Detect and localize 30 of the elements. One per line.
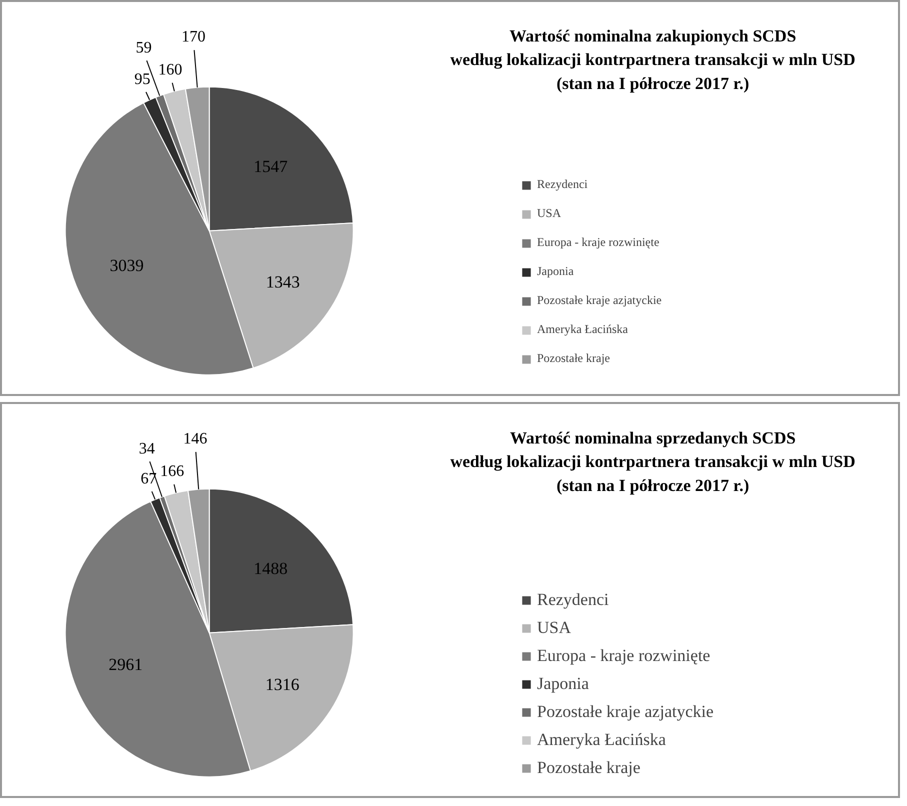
- legend-label: Europa - kraje rozwinięte: [537, 235, 660, 250]
- data-label: 3039: [110, 256, 144, 276]
- data-label: 170: [181, 28, 206, 46]
- legend-label: Pozostałe kraje: [537, 351, 610, 366]
- data-label: 1488: [254, 558, 288, 578]
- data-label: 146: [183, 430, 208, 448]
- text: Wartość nominalna zakupionych SCDS według lokalizacji kontrpartnera transakcji w mln USD (stan na I półrocze 2017 r.): [450, 26, 856, 93]
- data-label: 1547: [254, 157, 288, 176]
- data-label: 2961: [108, 654, 143, 674]
- legend-label: Europa - kraje rozwinięte: [537, 646, 710, 666]
- data-label: 34: [138, 440, 155, 458]
- data-label: 160: [158, 61, 182, 78]
- legend-label: USA: [537, 206, 562, 221]
- legend-label: Japonia: [537, 264, 574, 279]
- legend-label: Japonia: [537, 674, 589, 694]
- legend-label: Ameryka Łacińska: [537, 730, 666, 750]
- legend-label: Ameryka Łacińska: [537, 322, 628, 337]
- data-label: 1316: [265, 675, 300, 694]
- text: Wartość nominalna sprzedanych SCDS według lokalizacji kontrpartnera transakcji w mln USD (stan na I półrocze 2017 r.): [450, 428, 856, 495]
- data-label: 1343: [266, 272, 300, 292]
- legend-label: Rezydenci: [537, 177, 588, 192]
- legend-label: Rezydenci: [537, 590, 609, 610]
- data-label: 67: [140, 470, 157, 488]
- data-label: 59: [136, 39, 152, 56]
- data-label: 166: [160, 462, 184, 480]
- legend-label: USA: [537, 618, 572, 638]
- legend-label: Pozostałe kraje: [537, 758, 640, 778]
- data-label: 95: [134, 71, 150, 88]
- legend-label: Pozostałe kraje azjatyckie: [537, 702, 714, 722]
- legend-label: Pozostałe kraje azjatyckie: [537, 293, 662, 308]
